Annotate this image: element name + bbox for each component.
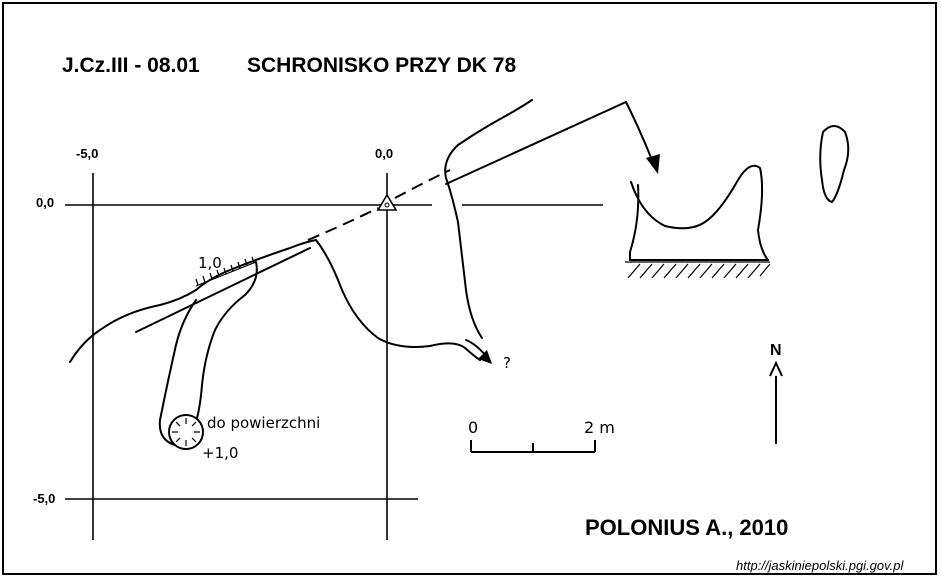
cave-walls bbox=[69, 99, 627, 446]
dripline-dashed bbox=[307, 169, 451, 241]
cave-name: SCHRONISKO PRZY DK 78 bbox=[247, 54, 516, 77]
source-url: http://jaskiniepolski.pgi.gov.pl bbox=[736, 558, 905, 573]
x-label-minus5: -5,0 bbox=[76, 146, 98, 161]
north-label: N bbox=[770, 342, 782, 359]
north-arrow-icon bbox=[769, 360, 783, 444]
scale-bar bbox=[470, 440, 596, 453]
to-surface-label: do powierzchni bbox=[207, 414, 320, 432]
unknown-continuation-label: ? bbox=[503, 354, 511, 372]
scale-start-label: 0 bbox=[468, 418, 478, 437]
coordinate-grid bbox=[65, 173, 603, 540]
chimney-height-label: +1,0 bbox=[202, 444, 238, 462]
cave-code: J.Cz.III - 08.01 bbox=[62, 54, 200, 77]
author-label: POLONIUS A., 2010 bbox=[585, 515, 788, 540]
scale-end-label: 2 m bbox=[584, 418, 615, 437]
survey-station-icon bbox=[376, 193, 398, 211]
height-step-label: 1,0 bbox=[198, 254, 222, 272]
y-label-0: 0,0 bbox=[36, 195, 54, 210]
cross-section-profile bbox=[625, 101, 850, 279]
chimney-opening-icon bbox=[168, 414, 204, 450]
y-label-minus5: -5,0 bbox=[33, 491, 55, 506]
x-label-0: 0,0 bbox=[375, 146, 393, 161]
